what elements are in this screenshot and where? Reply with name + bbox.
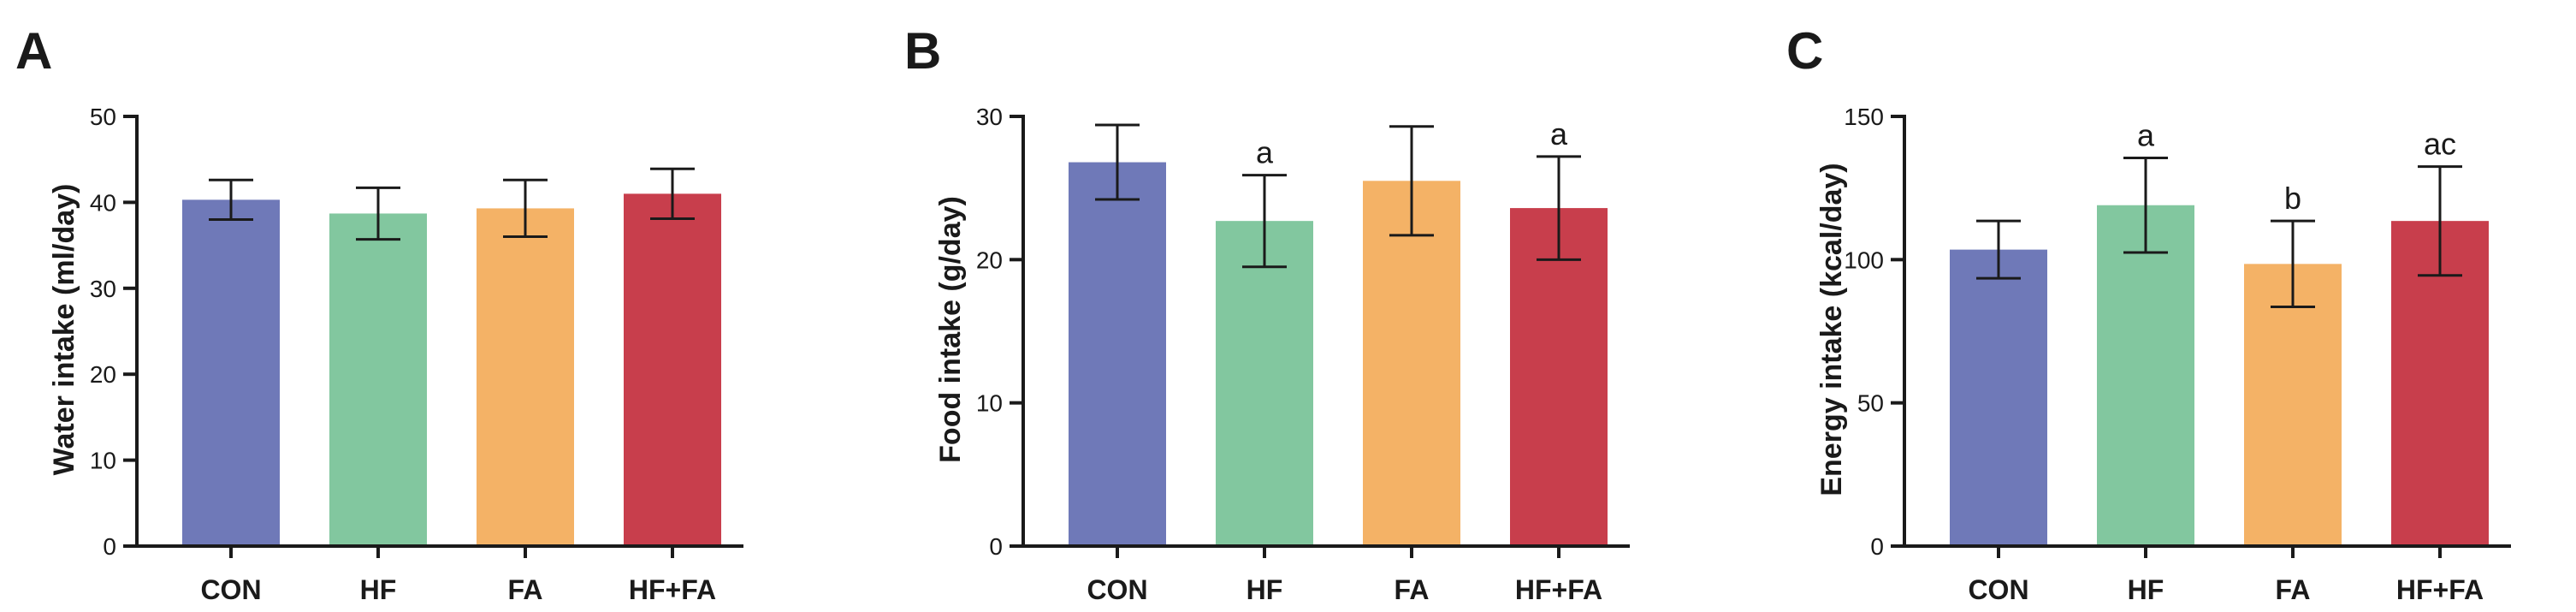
bar-a-con [182,199,280,546]
bar-a-hf [329,213,427,546]
x-tick-label-b-hf-plus-fa: HF+FA [1515,574,1602,605]
y-tick-label-a-30: 30 [90,276,116,302]
x-tick-label-c-hf-plus-fa: HF+FA [2396,574,2484,605]
bar-b-fa [1363,181,1460,547]
bar-c-hf [2097,205,2194,546]
y-axis-label-water-intake: Water intake (ml/day) [48,184,80,476]
y-tick-label-c-50: 50 [1857,390,1884,417]
panel-a: A Water intake (ml/day) CON HF FA HF+FA 0 10 2… [15,22,743,605]
y-tick-label-a-40: 40 [90,189,116,216]
y-tick-label-a-10: 10 [90,448,116,474]
error-bar-b-fa [1389,125,1434,237]
x-tick-label-b-hf: HF [1247,574,1283,605]
y-tick-label-b-0: 0 [989,533,1003,560]
bar-c-con [1950,249,2047,546]
panel-letter-a: A [15,22,52,80]
bar-b-hf [1216,221,1313,546]
error-bar-b-con [1095,123,1140,201]
x-tick-label-a-hf: HF [360,574,397,605]
panel-c: C Energy intake (kcal/day) CON a HF b FA ac HF… [1786,22,2511,605]
y-tick-label-c-100: 100 [1844,247,1884,273]
significance-label-c-hf-plus-fa: ac [2424,127,2456,162]
x-tick-label-c-fa: FA [2276,574,2311,605]
error-bar-c-fa [2271,219,2315,309]
y-tick-label-c-150: 150 [1844,104,1884,130]
y-tick-label-b-10: 10 [976,390,1003,417]
y-tick-label-c-0: 0 [1870,533,1884,560]
panel-b: B Food intake (g/day) CON a HF FA a HF+FA 0 10 2… [904,22,1630,605]
panel-letter-c: C [1786,22,1823,80]
bar-b-con [1069,162,1166,546]
error-bar-a-con [209,178,253,221]
x-tick-label-a-con: CON [200,574,261,605]
y-axis-label-food-intake: Food intake (g/day) [934,196,967,463]
x-tick-label-c-hf: HF [2128,574,2164,605]
significance-label-b-hf: a [1256,135,1274,170]
significance-label-c-hf: a [2137,118,2155,153]
error-bar-b-hf-plus-fa [1537,155,1581,261]
bar-c-fa [2244,264,2342,546]
bar-a-hf-plus-fa [624,193,721,547]
error-bar-b-hf [1242,174,1287,269]
error-bar-a-hf [356,186,400,241]
error-bar-a-fa [503,178,548,239]
error-bar-a-hf-plus-fa [650,167,695,220]
y-tick-label-a-20: 20 [90,361,116,388]
error-bar-c-con [1976,219,2021,280]
y-axis-label-energy-intake: Energy intake (kcal/day) [1815,163,1848,496]
y-tick-label-b-30: 30 [976,104,1003,130]
y-tick-label-b-20: 20 [976,247,1003,273]
error-bar-c-hf-plus-fa [2418,165,2462,277]
error-bar-c-hf [2123,157,2168,254]
bar-a-fa [477,208,574,547]
y-tick-label-a-0: 0 [103,533,116,560]
panel-letter-b: B [904,22,941,80]
x-tick-label-c-con: CON [1968,574,2028,605]
x-tick-label-b-fa: FA [1395,574,1430,605]
y-tick-label-a-50: 50 [90,104,116,130]
x-tick-label-a-hf-plus-fa: HF+FA [629,574,716,605]
significance-label-b-hf-plus-fa: a [1550,116,1568,152]
x-tick-label-b-con: CON [1087,574,1147,605]
significance-label-c-fa: b [2284,181,2301,216]
bar-b-hf-plus-fa [1510,208,1608,547]
x-tick-label-a-fa: FA [508,574,543,605]
